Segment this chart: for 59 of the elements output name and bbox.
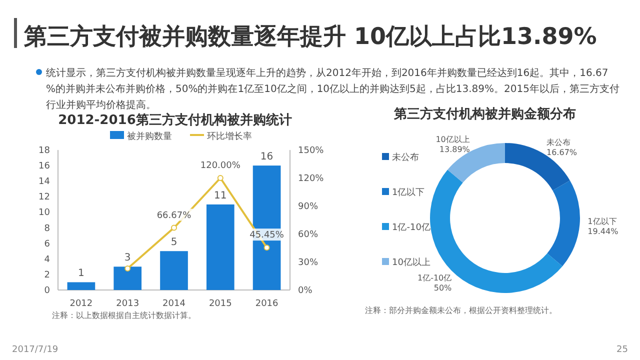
legend-label: 被并购数量 (127, 131, 172, 142)
bar (67, 282, 96, 290)
text: 第三方支付被并购数量逐年提升 10亿以上占比13.89% (23, 23, 597, 50)
y2-tick-label: 0% (298, 286, 313, 296)
legend-label: 环比增长率 (207, 131, 252, 142)
y-tick-label: 12 (38, 192, 50, 203)
text: 2017/7/19 (12, 345, 58, 355)
data-label: 5 (170, 237, 178, 248)
slice-label: 未公布 (546, 138, 571, 148)
point (264, 244, 270, 251)
point (217, 175, 224, 181)
donut-slice (430, 170, 562, 293)
y2-tick-label: 150% (298, 146, 324, 156)
chart-title: 2012-2016第三方支付机构被并购统计 (58, 112, 292, 128)
data-label: 66.67% (156, 210, 192, 221)
data-label: 3 (124, 252, 131, 264)
y-tick-label: 8 (44, 224, 50, 234)
y-tick-label: 16 (38, 162, 50, 172)
data-label: 50% (434, 284, 452, 293)
text: 注释：以上数据根据自主统计数据计算。 (52, 311, 196, 320)
legend-label: 1亿以下 (392, 187, 425, 198)
x-tick-label: 2015 (208, 299, 232, 309)
y-tick-label: 18 (38, 146, 50, 156)
bar (160, 251, 188, 290)
bar (114, 266, 142, 290)
x-tick-label: 2012 (70, 299, 93, 309)
slice-label: 1亿以下 (588, 217, 617, 226)
y-tick-label: 14 (38, 177, 50, 188)
x-tick-label: 2013 (116, 299, 140, 309)
y2-tick-label: 90% (298, 202, 318, 212)
point (171, 224, 177, 231)
slice-label: 10亿以上 (436, 134, 470, 144)
text: 25 (616, 345, 628, 355)
legend-label: 未公布 (392, 152, 419, 163)
y2-tick-label: 30% (298, 258, 318, 268)
data-label: 13.89% (439, 144, 470, 154)
slice-label: 1亿-10亿 (417, 274, 452, 283)
donut-slice (547, 180, 580, 266)
text: 注释：部分并购金额未公布，根据公开资料整理统计。 (365, 306, 557, 315)
x-tick-label: 2016 (255, 299, 279, 309)
x-tick-label: 2014 (162, 299, 186, 309)
legend-label: 10亿以上 (392, 257, 430, 268)
data-label: 11 (214, 190, 227, 202)
data-label: 120.00% (200, 161, 241, 171)
legend-label: 1亿-10亿 (392, 222, 430, 233)
y-tick-label: 6 (44, 239, 50, 250)
y-tick-label: 0 (44, 286, 50, 296)
point (124, 266, 131, 272)
y2-tick-label: 120% (298, 174, 324, 184)
y2-tick-label: 60% (298, 230, 318, 240)
data-label: 1 (78, 268, 84, 280)
bar (206, 204, 234, 290)
y-tick-label: 4 (44, 254, 50, 265)
data-label: 16.67% (546, 148, 578, 158)
y-tick-label: 2 (44, 270, 50, 280)
data-label: 16 (260, 152, 274, 163)
data-label: 45.45% (250, 230, 284, 241)
data-label: 19.44% (588, 227, 619, 236)
y-tick-label: 10 (38, 208, 50, 218)
